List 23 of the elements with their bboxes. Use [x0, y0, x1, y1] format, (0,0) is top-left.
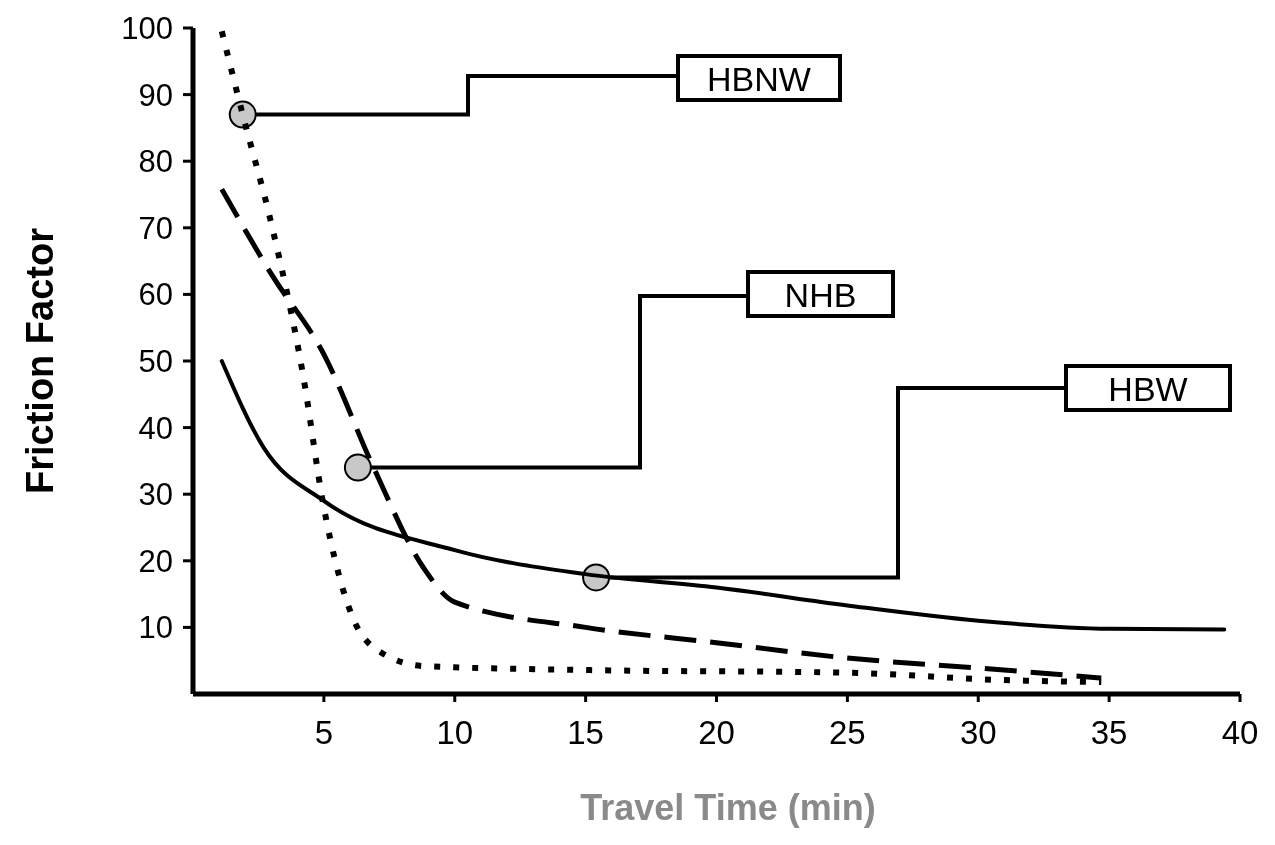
y-tick-label: 50 — [138, 344, 173, 379]
x-axis-title: Travel Time (min) — [580, 787, 876, 828]
x-tick-label: 15 — [567, 714, 604, 751]
x-tick-label: 35 — [1090, 714, 1128, 751]
x-tick-label: 30 — [959, 714, 997, 751]
y-tick-label: 40 — [138, 410, 173, 446]
y-tick-label: 60 — [138, 277, 173, 313]
x-tick-label: 10 — [436, 714, 474, 751]
y-tick-label: 10 — [138, 610, 173, 646]
annotation: HBW — [1108, 370, 1188, 408]
annotation: HBNW — [707, 60, 811, 98]
y-tick-label: 30 — [138, 477, 173, 513]
annotation: NHB — [784, 276, 857, 314]
x-tick-label: 5 — [314, 714, 334, 751]
x-tick-label: 40 — [1221, 714, 1259, 751]
y-tick-label: 20 — [138, 543, 173, 579]
x-tick-label: 25 — [829, 714, 866, 751]
y-tick-label: 100 — [121, 11, 173, 46]
y-tick-label: 90 — [138, 77, 173, 113]
y-tick-label: 80 — [138, 144, 173, 180]
x-tick-label: 20 — [698, 714, 735, 751]
y-tick-label: 70 — [138, 210, 173, 246]
y-axis-title: Friction Factor — [19, 227, 61, 495]
